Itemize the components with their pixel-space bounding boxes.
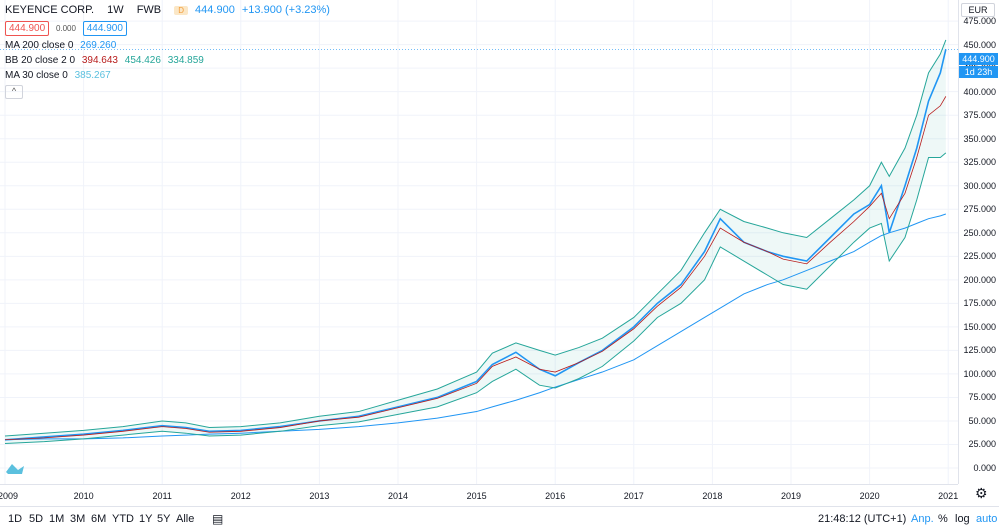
interval[interactable]: 1W xyxy=(107,4,124,16)
time-tick: 2016 xyxy=(545,491,566,501)
range-button-1y[interactable]: 1Y xyxy=(139,513,153,525)
last-price-tag: 444.900 xyxy=(959,53,998,65)
time-tick: 2020 xyxy=(859,491,880,501)
clock: 21:48:12 (UTC+1) xyxy=(818,513,907,525)
bb-label: BB 20 close 2 0 xyxy=(5,55,76,66)
range-button-5d[interactable]: 5D xyxy=(29,513,44,525)
symbol-legend: KEYENCE CORP. 1W FWB D 444.900 +13.900 (… xyxy=(5,4,334,16)
bb-legend[interactable]: BB 20 close 2 0 394.643 454.426 334.859 xyxy=(5,55,208,66)
time-tick: 2019 xyxy=(780,491,802,501)
bb-basis-value: 394.643 xyxy=(81,55,118,66)
series-price xyxy=(4,49,947,441)
exchange: FWB xyxy=(136,4,162,16)
time-tick: 2011 xyxy=(152,491,172,501)
collapse-legend-button[interactable]: ^ xyxy=(5,85,23,99)
price-tick: 475.000 xyxy=(963,16,996,27)
price-tick: 150.000 xyxy=(963,321,996,332)
percent-button[interactable]: % xyxy=(938,513,948,525)
price-tick: 200.000 xyxy=(963,274,996,285)
bid-ask: 444.900 0.000 444.900 xyxy=(5,21,131,36)
ma200-label: MA 200 close 0 xyxy=(5,40,74,51)
price-tick: 300.000 xyxy=(963,180,996,191)
chart-area[interactable]: KEYENCE CORP. 1W FWB D 444.900 +13.900 (… xyxy=(0,0,958,484)
adjust-button[interactable]: Anp. xyxy=(911,513,934,525)
countdown-tag: 1d 23h xyxy=(959,66,998,78)
price-tick: 50.000 xyxy=(968,415,996,426)
ma30-label: MA 30 close 0 xyxy=(5,70,68,81)
price-tick: 250.000 xyxy=(963,227,996,238)
price-tick: 325.000 xyxy=(963,157,996,168)
log-button[interactable]: log xyxy=(955,513,970,525)
range-button-alle[interactable]: Alle xyxy=(176,513,195,525)
range-button-1m[interactable]: 1M xyxy=(49,513,65,525)
price-tick: 375.000 xyxy=(963,110,996,121)
delayed-flag: D xyxy=(174,6,188,15)
price-tick: 25.000 xyxy=(968,439,996,450)
price-axis[interactable]: EUR 475.000450.000425.000400.000375.0003… xyxy=(958,0,999,484)
currency-button[interactable]: EUR xyxy=(961,3,995,17)
price-tick: 450.000 xyxy=(963,39,996,50)
auto-button[interactable]: auto xyxy=(976,513,998,525)
logo-icon xyxy=(6,464,24,474)
ma30-value: 385.267 xyxy=(74,70,111,81)
range-button-3m[interactable]: 3M xyxy=(70,513,86,525)
ma200-legend[interactable]: MA 200 close 0 269.260 xyxy=(5,40,120,51)
price-tick: 225.000 xyxy=(963,251,996,262)
bollinger-band-fill xyxy=(5,39,946,444)
bottom-toolbar: 1D 5D 1M 3M 6M YTD 1Y 5Y Alle ▤ 21:48:12 (UTC+1)… xyxy=(0,506,999,532)
time-tick: 2010 xyxy=(73,491,94,501)
range-button-6m[interactable]: 6M xyxy=(91,513,107,525)
time-tick: 2014 xyxy=(387,491,409,501)
range-button-1d[interactable]: 1D xyxy=(8,513,23,525)
calendar-icon[interactable]: ▤ xyxy=(212,512,224,526)
price-tick: 75.000 xyxy=(968,392,996,403)
price-tick: 350.000 xyxy=(963,133,996,144)
time-tick: 2009 xyxy=(0,491,19,501)
bb-upper-value: 454.426 xyxy=(124,55,161,66)
gear-icon[interactable]: ⚙ xyxy=(975,485,988,501)
bid-box[interactable]: 444.900 xyxy=(5,21,50,36)
time-tick: 2017 xyxy=(623,491,644,501)
series-bb-upper xyxy=(4,39,947,437)
series-bb-lower xyxy=(4,152,947,445)
time-tick: 2018 xyxy=(702,491,723,501)
price-tick: 100.000 xyxy=(963,368,996,379)
price-chart[interactable] xyxy=(0,0,958,484)
range-button-5y[interactable]: 5Y xyxy=(157,513,171,525)
price-change: +13.900 (+3.23%) xyxy=(241,4,330,16)
range-button-ytd[interactable]: YTD xyxy=(112,513,134,525)
time-axis[interactable]: 2009 2010 2011 2012 2013 2014 2015 2016 2017 2018… xyxy=(0,484,958,507)
symbol-name: KEYENCE CORP. xyxy=(5,4,95,16)
time-tick: 2013 xyxy=(309,491,330,501)
price-tick: 400.000 xyxy=(963,86,996,97)
price-tick: 0.000 xyxy=(973,463,996,473)
time-tick: 2012 xyxy=(230,491,251,501)
series-bb-basis xyxy=(4,96,947,441)
series-ma-200 xyxy=(4,213,947,441)
bb-lower-value: 334.859 xyxy=(167,55,204,66)
price-tick: 125.000 xyxy=(963,345,996,356)
last-price: 444.900 xyxy=(195,4,235,16)
ma30-legend[interactable]: MA 30 close 0 385.267 xyxy=(5,70,115,81)
spread: 0.000 xyxy=(55,24,76,33)
ask-box[interactable]: 444.900 xyxy=(82,21,127,36)
ma200-value: 269.260 xyxy=(80,40,117,51)
price-tick: 175.000 xyxy=(963,298,996,309)
price-tick: 275.000 xyxy=(963,204,996,215)
time-tick: 2021 xyxy=(938,491,959,501)
time-tick: 2015 xyxy=(466,491,487,501)
